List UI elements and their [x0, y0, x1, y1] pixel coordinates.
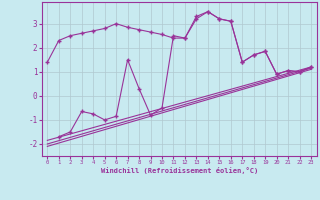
X-axis label: Windchill (Refroidissement éolien,°C): Windchill (Refroidissement éolien,°C) [100, 167, 258, 174]
